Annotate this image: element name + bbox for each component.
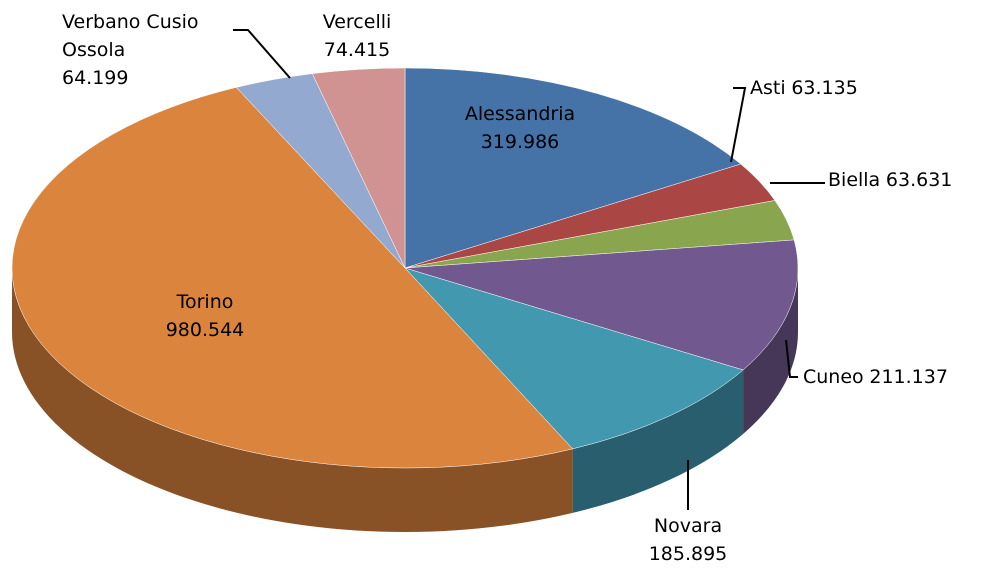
value-label: 74.415: [323, 39, 391, 61]
data-label: Biella 63.631: [828, 166, 952, 194]
slice: [404, 239, 799, 371]
slice: [11, 87, 574, 469]
leader-line: [730, 87, 747, 163]
leader-line: [785, 339, 798, 378]
data-label: Asti 63.135: [750, 74, 858, 102]
category-label: Torino: [176, 291, 234, 313]
category-label: Alessandria: [464, 103, 576, 125]
category-label: Cuneo: [803, 366, 864, 388]
value-label: 980.544: [165, 319, 245, 341]
value-label: 63.135: [791, 77, 858, 99]
value-label: 64.199: [62, 67, 129, 89]
data-label: Torino 980.544: [120, 288, 290, 344]
data-label: Vercelli 74.415: [290, 8, 424, 64]
slice-side: [743, 268, 798, 434]
slice-side: [12, 268, 573, 532]
leader-line: [233, 29, 291, 79]
slice-side: [572, 369, 744, 513]
slice: [404, 67, 742, 269]
category-label: Novara: [653, 515, 723, 537]
data-label: Alessandria 319.986: [430, 100, 610, 156]
value-label: 319.986: [480, 131, 560, 153]
value-label: 211.137: [869, 366, 948, 388]
category-label: Vercelli: [322, 11, 392, 33]
category-label: Biella: [828, 169, 881, 191]
data-label: Cuneo 211.137: [803, 363, 948, 391]
category-label: Asti: [750, 77, 786, 99]
value-label: 185.895: [648, 543, 728, 565]
data-label: Novara 185.895: [610, 512, 766, 568]
slice: [311, 67, 406, 269]
value-label: 63.631: [885, 169, 953, 191]
slice: [404, 267, 744, 450]
category-label: Verbano Cusio Ossola: [62, 11, 199, 61]
data-label: Verbano Cusio Ossola 64.199: [62, 8, 234, 92]
